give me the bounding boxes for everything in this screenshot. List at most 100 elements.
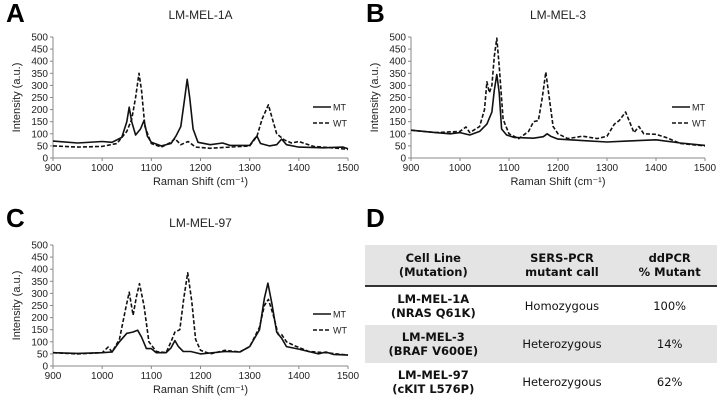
legend-label-wt: WT xyxy=(333,326,347,336)
y-tick-label: 500 xyxy=(31,241,48,252)
panel-letter-c: C xyxy=(6,203,25,233)
x-tick-label: 1000 xyxy=(91,371,114,382)
x-axis-label: Raman Shift (cm⁻¹) xyxy=(153,384,248,396)
y-tick-label: 200 xyxy=(389,105,406,116)
x-tick-label: 1000 xyxy=(449,163,472,174)
y-tick-label: 100 xyxy=(31,337,48,348)
series-line-mt xyxy=(52,282,349,356)
cell-line: LM-MEL-3 (BRAF V600E) xyxy=(365,325,502,363)
y-tick-label: 400 xyxy=(31,57,48,68)
panel-letter-b: B xyxy=(366,0,385,28)
series-line-wt xyxy=(52,272,349,356)
header-ddpcr: ddPCR% Mutant xyxy=(622,245,717,287)
percent-mutant: 62% xyxy=(656,375,683,389)
y-tick-label: 300 xyxy=(31,289,48,300)
y-tick-label: 350 xyxy=(31,277,48,288)
y-tick-label: 100 xyxy=(389,129,406,140)
legend-label-wt: WT xyxy=(333,119,347,129)
mutation: (BRAF V600E) xyxy=(388,344,479,358)
percent-mutant: 14% xyxy=(622,325,717,363)
x-tick-label: 1300 xyxy=(239,371,262,382)
y-tick-label: 100 xyxy=(31,129,48,140)
table-row: LM-MEL-97 (cKIT L576P) Heterozygous 62% xyxy=(365,363,717,401)
y-axis-label: Intensity (a.u.) xyxy=(11,63,23,133)
table-row: LM-MEL-1A (NRAS Q61K) Homozygous 100% xyxy=(365,286,717,325)
header-sers-pcr: SERS-PCR mutant call xyxy=(501,245,623,287)
legend-label-mt: MT xyxy=(333,103,346,113)
y-tick-label: 150 xyxy=(31,117,48,128)
x-tick-label: 1100 xyxy=(141,163,163,174)
header-cell-line: Cell Line (Mutation) xyxy=(365,245,502,287)
series-line-wt xyxy=(52,72,349,151)
y-tick-label: 200 xyxy=(31,313,48,324)
y-tick-label: 350 xyxy=(389,69,406,80)
x-tick-label: 1100 xyxy=(498,163,520,174)
y-tick-label: 0 xyxy=(42,362,48,373)
x-tick-label: 1200 xyxy=(189,163,212,174)
y-tick-label: 500 xyxy=(31,33,48,44)
cell-line: LM-MEL-97 (cKIT L576P) xyxy=(365,363,502,401)
y-tick-label: 150 xyxy=(389,117,406,128)
y-tick-label: 50 xyxy=(395,141,407,152)
y-tick-label: 400 xyxy=(389,57,406,68)
mutant-call: Heterozygous xyxy=(522,375,602,389)
chart-title: LM-MEL-3 xyxy=(530,8,586,22)
x-tick-label: 1200 xyxy=(547,163,570,174)
mutant-call: Heterozygous xyxy=(501,325,623,363)
header-text: mutant call xyxy=(525,265,599,279)
mutation: (NRAS Q61K) xyxy=(390,306,476,320)
x-tick-label: 1500 xyxy=(337,371,360,382)
y-tick-label: 0 xyxy=(42,154,48,165)
cell-line-name: LM-MEL-3 xyxy=(401,330,465,344)
y-tick-label: 300 xyxy=(389,81,406,92)
header-text: SERS-PCR xyxy=(530,251,594,265)
cell-line-name: LM-MEL-1A xyxy=(397,292,470,306)
x-tick-label: 900 xyxy=(45,371,62,382)
y-axis-label: Intensity (a.u.) xyxy=(369,63,381,133)
table-header-row: Cell Line (Mutation) SERS-PCR mutant call … xyxy=(365,245,717,287)
y-tick-label: 50 xyxy=(37,141,49,152)
y-tick-label: 300 xyxy=(31,81,48,92)
y-tick-label: 0 xyxy=(400,154,406,165)
series-line-mt xyxy=(52,78,349,150)
percent-mutant: 100% xyxy=(653,299,687,313)
mutation: (cKIT L576P) xyxy=(392,382,475,396)
header-text: % Mutant xyxy=(638,265,701,279)
x-tick-label: 900 xyxy=(403,163,420,174)
legend-label-mt: MT xyxy=(692,103,705,113)
x-tick-label: 1500 xyxy=(337,163,360,174)
y-tick-label: 350 xyxy=(31,69,48,80)
y-tick-label: 50 xyxy=(37,349,49,360)
x-tick-label: 1200 xyxy=(189,371,212,382)
x-tick-label: 1400 xyxy=(645,163,668,174)
header-text: Cell Line xyxy=(405,251,461,265)
x-axis-label: Raman Shift (cm⁻¹) xyxy=(510,176,605,188)
x-tick-label: 1400 xyxy=(288,163,311,174)
y-tick-label: 450 xyxy=(31,253,48,264)
x-tick-label: 1100 xyxy=(141,371,163,382)
x-tick-label: 1400 xyxy=(288,371,311,382)
mutant-call: Homozygous xyxy=(524,299,600,313)
x-tick-label: 1300 xyxy=(239,163,262,174)
y-tick-label: 250 xyxy=(389,93,406,104)
cell-line: LM-MEL-1A (NRAS Q61K) xyxy=(365,286,502,325)
x-axis-label: Raman Shift (cm⁻¹) xyxy=(153,176,248,188)
x-tick-label: 1500 xyxy=(694,163,717,174)
results-table: Cell Line (Mutation) SERS-PCR mutant call … xyxy=(365,245,717,401)
legend-label-wt: WT xyxy=(692,119,706,129)
series-line-mt xyxy=(410,73,706,147)
y-tick-label: 250 xyxy=(31,93,48,104)
panel-letter-d: D xyxy=(366,203,385,233)
header-text: (Mutation) xyxy=(398,265,468,279)
series-line-wt xyxy=(410,37,706,147)
x-tick-label: 900 xyxy=(45,163,62,174)
legend-label-mt: MT xyxy=(333,310,346,320)
x-tick-label: 1300 xyxy=(596,163,619,174)
header-text: ddPCR xyxy=(648,251,691,265)
y-tick-label: 450 xyxy=(389,45,406,56)
y-tick-label: 250 xyxy=(31,301,48,312)
y-tick-label: 500 xyxy=(389,33,406,44)
chart-title: LM-MEL-97 xyxy=(169,216,232,230)
y-tick-label: 150 xyxy=(31,325,48,336)
y-tick-label: 450 xyxy=(31,45,48,56)
